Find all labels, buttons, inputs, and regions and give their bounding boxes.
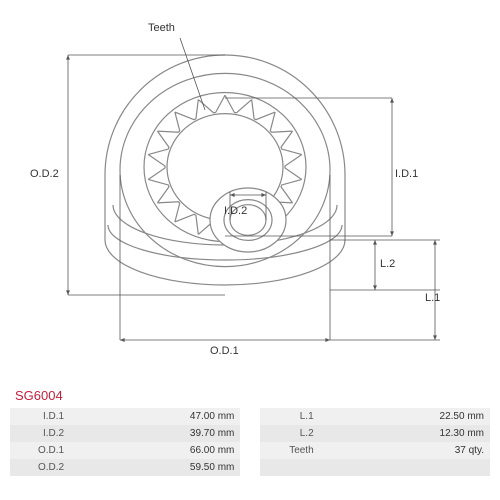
spec-label: O.D.2 bbox=[10, 459, 70, 476]
spec-label: I.D.2 bbox=[10, 425, 70, 442]
label-od1: O.D.1 bbox=[210, 345, 239, 357]
spec-value: 47.00 mm bbox=[70, 408, 240, 425]
spec-label: L.2 bbox=[260, 425, 320, 442]
spec-value: 59.50 mm bbox=[70, 459, 240, 476]
technical-drawing: Teeth O.D.2 I.D.1 O.D.1 I.D.2 L.1 L.2 bbox=[0, 0, 500, 380]
spec-value bbox=[320, 459, 490, 476]
spec-label: L.1 bbox=[260, 408, 320, 425]
spec-label: Teeth bbox=[260, 442, 320, 459]
label-teeth: Teeth bbox=[148, 22, 175, 34]
label-od2: O.D.2 bbox=[30, 168, 59, 180]
spec-value: 39.70 mm bbox=[70, 425, 240, 442]
spec-label bbox=[260, 459, 320, 476]
label-l1: L.1 bbox=[425, 292, 440, 304]
part-number: SG6004 bbox=[15, 388, 63, 403]
spec-value: 22.50 mm bbox=[320, 408, 490, 425]
label-l2: L.2 bbox=[380, 258, 395, 270]
label-id1: I.D.1 bbox=[395, 168, 418, 180]
spec-value: 12.30 mm bbox=[320, 425, 490, 442]
spec-label: O.D.1 bbox=[10, 442, 70, 459]
label-id2: I.D.2 bbox=[224, 205, 247, 217]
spec-table: I.D.147.00 mm L.122.50 mm I.D.239.70 mm L.2… bbox=[10, 408, 490, 476]
spec-value: 37 qty. bbox=[320, 442, 490, 459]
spec-value: 66.00 mm bbox=[70, 442, 240, 459]
spec-label: I.D.1 bbox=[10, 408, 70, 425]
